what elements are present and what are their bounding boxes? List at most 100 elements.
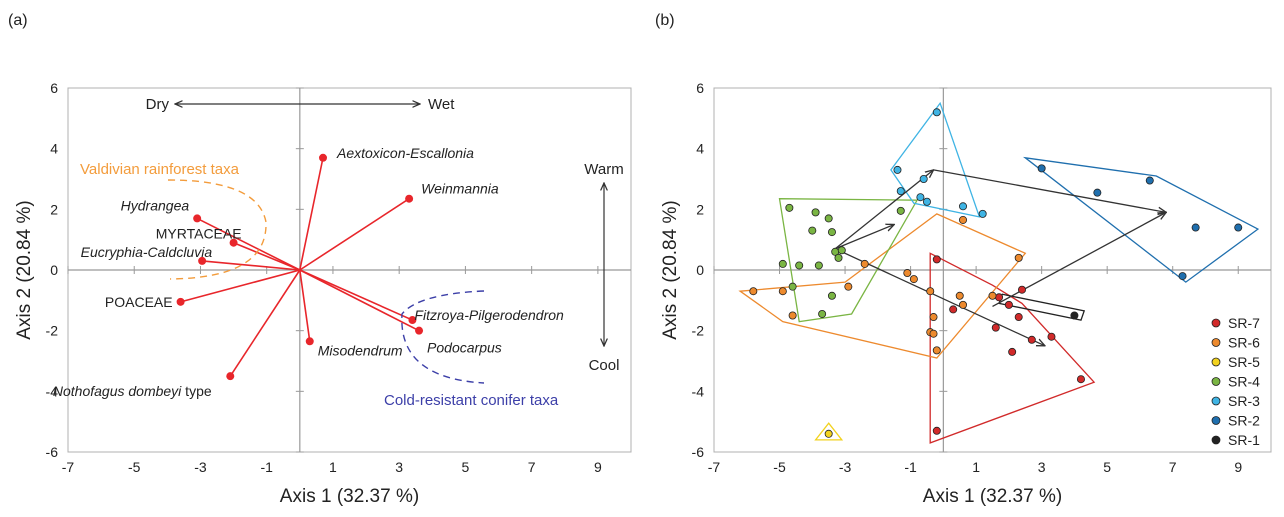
dry-label: Dry (146, 96, 170, 113)
legend-label-sr-4: SR-4 (1228, 374, 1260, 390)
vector-point (405, 194, 414, 203)
a-xtick-label: -5 (128, 459, 141, 475)
b-ytick-label: -4 (692, 383, 705, 399)
b-xtick-label: -1 (904, 459, 917, 475)
b-xtick-label: -3 (839, 459, 852, 475)
b-xtick-label: -7 (708, 459, 721, 475)
point-sr-4 (818, 309, 827, 318)
point-sr-2 (1037, 164, 1046, 173)
b-xtick-label: -5 (773, 459, 786, 475)
hull-sr-5 (814, 422, 844, 441)
point-sr-7 (932, 255, 941, 264)
point-sr-6 (909, 275, 918, 284)
point-sr-6 (844, 282, 853, 291)
point-sr-7 (1014, 313, 1023, 322)
point-sr-7 (1027, 335, 1036, 344)
vector-label: MYRTACEAE (156, 226, 242, 242)
vector-line (233, 241, 301, 271)
panel-b-label: (b) (655, 12, 675, 29)
point-sr-4 (788, 282, 797, 291)
point-sr-4 (896, 206, 905, 215)
point-sr-4 (811, 208, 820, 217)
legend-label-sr-7: SR-7 (1228, 315, 1260, 331)
wet-label: Wet (428, 96, 455, 113)
legend-marker-sr-3 (1211, 396, 1221, 406)
point-sr-2 (1178, 272, 1187, 281)
point-sr-7 (1008, 347, 1017, 356)
point-sr-2 (1145, 176, 1154, 185)
point-sr-6 (749, 287, 758, 296)
vector-point (198, 256, 207, 265)
a-xtick-label: -3 (194, 459, 207, 475)
vector-line (202, 260, 300, 271)
point-sr-4 (795, 261, 804, 270)
point-sr-4 (827, 228, 836, 237)
vector-line (299, 269, 413, 321)
vector-line (299, 269, 420, 332)
vector-point (415, 326, 424, 335)
vector-line (299, 157, 324, 271)
point-sr-2 (1093, 188, 1102, 197)
point-sr-4 (814, 261, 823, 270)
b-ytick-label: 4 (696, 141, 704, 157)
a-ytick-label: -4 (46, 383, 59, 399)
point-sr-6 (988, 291, 997, 300)
point-sr-7 (932, 426, 941, 435)
point-sr-6 (1014, 253, 1023, 262)
chart-b: -7 -5 -3 -1 1 3 5 7 9 -6 -4 -2 0 2 4 6 Axis 1 (32.37 %) A… (660, 80, 1272, 507)
a-x-axis-label: Axis 1 (32.37 %) (280, 486, 419, 507)
b-ytick-label: -6 (692, 444, 705, 460)
hull-sr-3 (890, 101, 981, 218)
vector-point (226, 372, 235, 381)
vector-label: Weinmannia (421, 181, 499, 197)
hull-sr-6 (738, 213, 1027, 359)
chart-a: -7 -5 -3 -1 1 3 5 7 9 -6 -4 -2 0 2 4 6 Axis 1 (32.37 %) A… (14, 80, 632, 507)
point-sr-5 (824, 429, 833, 438)
b-xtick-label: 1 (972, 459, 980, 475)
vector-label: POACEAE (105, 294, 173, 310)
point-sr-3 (922, 197, 931, 206)
vector-label: Hydrangea (121, 197, 190, 213)
valdivian-outline (167, 179, 267, 280)
vector-point (305, 337, 314, 346)
hull-sr-2 (1022, 156, 1260, 283)
b-xtick-label: 9 (1234, 459, 1242, 475)
point-sr-7 (1017, 285, 1026, 294)
legend-label-sr-3: SR-3 (1228, 393, 1260, 409)
legend-marker-sr-4 (1211, 377, 1221, 386)
point-sr-3 (932, 108, 941, 117)
a-xtick-label: 1 (329, 459, 337, 475)
point-sr-4 (837, 246, 846, 255)
point-sr-6 (788, 311, 797, 320)
vector-point (193, 214, 202, 223)
point-sr-6 (929, 313, 938, 322)
vector-label: Eucryphia-Caldcluvia (81, 244, 213, 260)
point-sr-7 (1004, 300, 1013, 309)
b-xtick-label: 5 (1103, 459, 1111, 475)
point-sr-4 (834, 253, 843, 262)
point-sr-6 (903, 269, 912, 278)
legend-marker-sr-6 (1211, 338, 1221, 347)
hull-sr-7 (929, 252, 1096, 444)
legend-label-sr-6: SR-6 (1228, 335, 1260, 351)
trajectory-arrow (834, 170, 933, 250)
b-x-axis-label: Axis 1 (32.37 %) (923, 486, 1062, 507)
b-ytick-label: 2 (696, 201, 704, 217)
trajectory-arrow (933, 169, 1167, 212)
vector-line (299, 198, 410, 271)
hull-sr-4 (778, 198, 919, 323)
legend-marker-sr-5 (1211, 357, 1221, 367)
point-sr-1 (1070, 311, 1079, 320)
vector-point (319, 153, 328, 162)
vector-point (229, 238, 238, 247)
a-xtick-label: 3 (395, 459, 403, 475)
a-xtick-label: -7 (62, 459, 75, 475)
point-sr-6 (778, 287, 787, 296)
b-ytick-label: -2 (692, 323, 705, 339)
point-sr-7 (1047, 332, 1056, 341)
vector-line (180, 269, 301, 303)
b-ytick-label: 0 (696, 262, 704, 278)
a-xtick-label: -1 (260, 459, 273, 475)
a-ytick-label: 0 (50, 262, 58, 278)
